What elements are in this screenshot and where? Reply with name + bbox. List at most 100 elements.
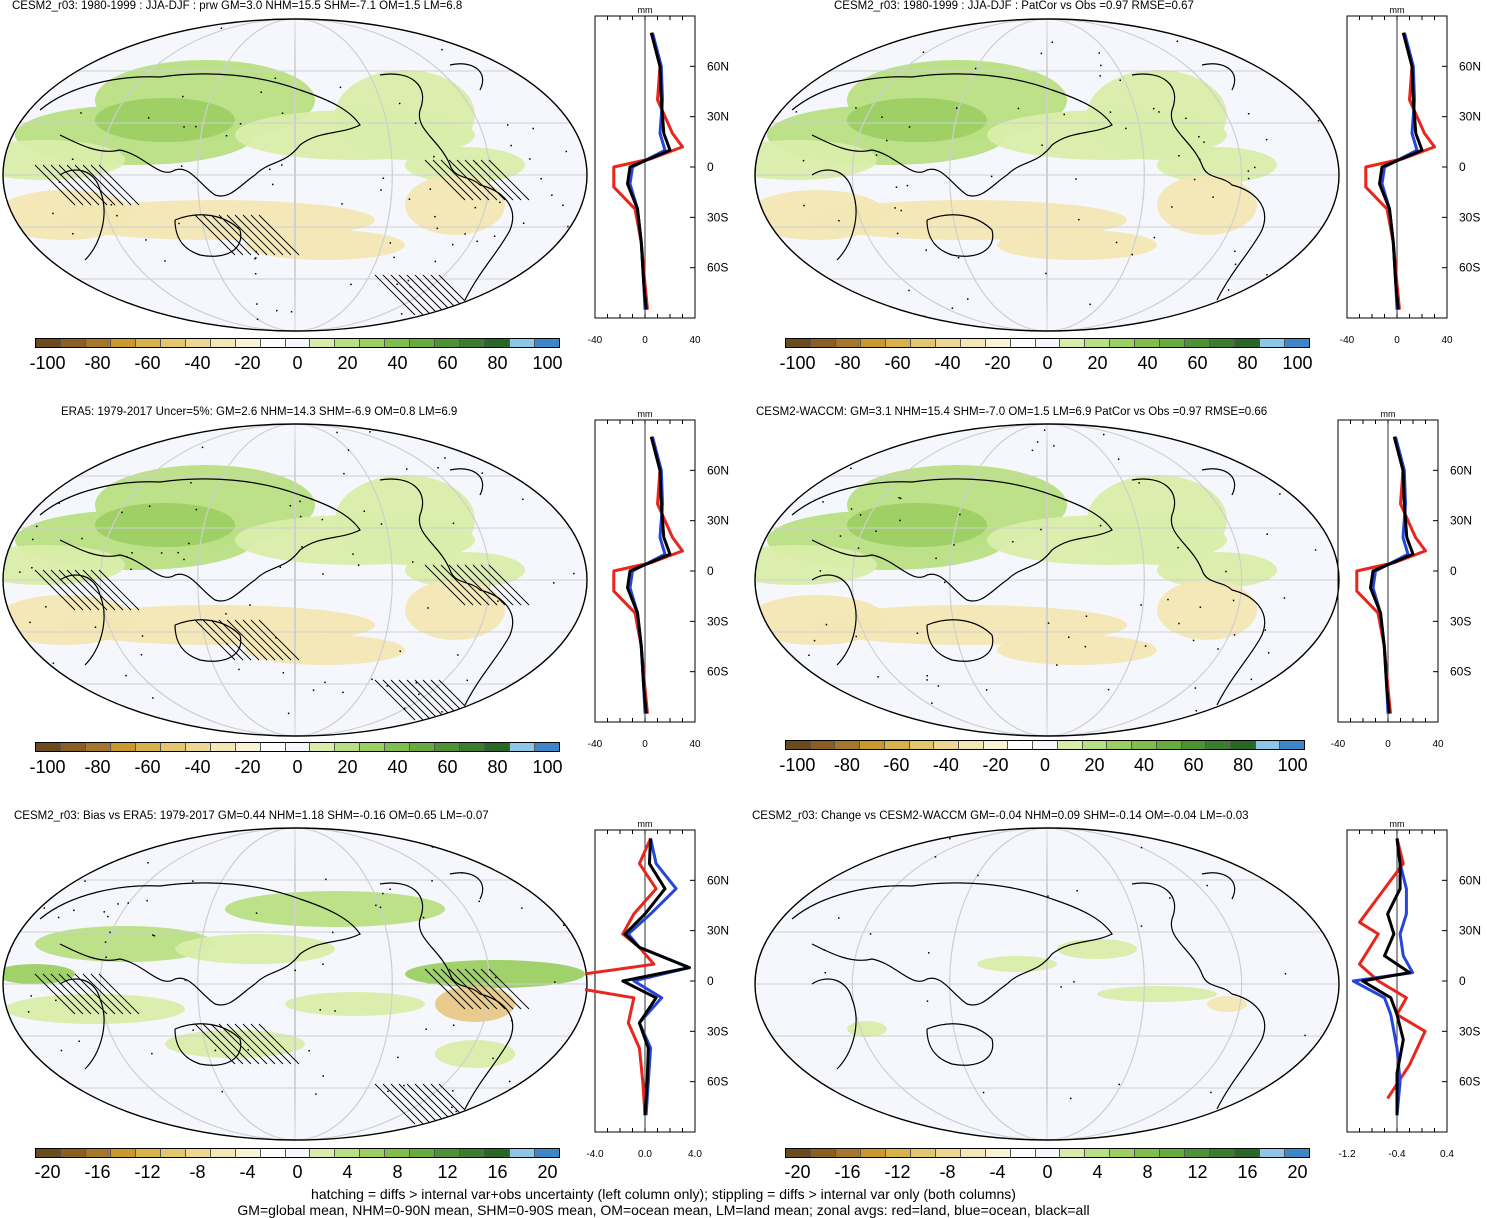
colorbar <box>35 742 560 752</box>
zonal-lat-label: 30S <box>707 1024 728 1038</box>
zonal-lat-label: 30S <box>1459 210 1480 224</box>
colorbar-swatch <box>211 339 236 347</box>
colorbar-swatch <box>1260 1149 1285 1157</box>
colorbar-swatch <box>1135 1149 1160 1157</box>
colorbar-swatch <box>861 339 886 347</box>
colorbar-swatch <box>136 1149 161 1157</box>
colorbar-label: 20 <box>337 353 357 374</box>
colorbar-label: -100 <box>29 757 65 778</box>
colorbar-swatch <box>961 339 986 347</box>
colorbar-label: 0 <box>1040 755 1050 776</box>
colorbar-swatch <box>236 743 261 751</box>
colorbar-swatch <box>1058 741 1083 749</box>
colorbar-swatch <box>286 743 311 751</box>
zonal-lat-label: 60N <box>1450 463 1472 477</box>
zonal-series-land <box>1360 838 1426 1098</box>
colorbar-swatch <box>910 741 935 749</box>
colorbar-swatch <box>261 339 286 347</box>
colorbar-swatch <box>1008 741 1033 749</box>
map-panel <box>752 420 1342 740</box>
zonal-x-tick: 0 <box>1385 739 1391 750</box>
colorbar-swatch <box>986 339 1011 347</box>
colorbar-label: -20 <box>234 757 260 778</box>
colorbar-label: 20 <box>1287 1162 1307 1183</box>
colorbar-label: 40 <box>1134 755 1154 776</box>
colorbar-swatch <box>236 1149 261 1157</box>
colorbar-label: 20 <box>537 1162 557 1183</box>
colorbar-label: -8 <box>939 1162 955 1183</box>
colorbar <box>785 338 1310 348</box>
colorbar-swatch <box>811 741 836 749</box>
colorbar-label: 0 <box>292 353 302 374</box>
colorbar-swatch <box>535 743 559 751</box>
colorbar-label: -4 <box>239 1162 255 1183</box>
zonal-unit-label: mm <box>638 409 653 419</box>
zonal-lat-label: 30S <box>707 614 728 628</box>
colorbar-label: 16 <box>1237 1162 1257 1183</box>
colorbar-label: -20 <box>984 353 1010 374</box>
colorbar-label: -40 <box>933 755 959 776</box>
colorbar-swatch <box>310 1149 335 1157</box>
zonal-x-tick: 0 <box>642 739 648 750</box>
colorbar <box>785 740 1305 750</box>
zonal-x-tick: -40 <box>1340 335 1355 346</box>
colorbar-swatch <box>1256 741 1281 749</box>
colorbar-label: 80 <box>487 757 507 778</box>
panel-title: CESM2_r03: 1980-1999 : JJA-DJF : PatCor … <box>834 0 1194 12</box>
colorbar-swatch <box>1160 1149 1185 1157</box>
colorbar-label: 8 <box>392 1162 402 1183</box>
colorbar-swatch <box>61 1149 86 1157</box>
zonal-lat-label: 30N <box>1459 924 1481 938</box>
colorbar-swatch <box>61 339 86 347</box>
zonal-x-tick: -4.0 <box>586 1149 604 1160</box>
colorbar-swatch <box>1185 339 1210 347</box>
colorbar-swatch <box>1060 1149 1085 1157</box>
zonal-lat-label: 60S <box>1459 261 1480 275</box>
colorbar-label: 8 <box>1142 1162 1152 1183</box>
colorbar-swatch <box>1285 339 1309 347</box>
colorbar-swatch <box>485 339 510 347</box>
colorbar-swatch <box>1157 741 1182 749</box>
zonal-lat-label: 60S <box>707 1075 728 1089</box>
colorbar <box>785 1148 1310 1158</box>
footer-note: GM=global mean, NHM=0-90N mean, SHM=0-90… <box>0 1202 1407 1218</box>
colorbar-swatch <box>1132 741 1157 749</box>
colorbar-label: 100 <box>532 353 562 374</box>
zonal-lat-label: 60N <box>1459 873 1481 887</box>
colorbar-swatch <box>961 1149 986 1157</box>
colorbar-swatch <box>460 339 485 347</box>
zonal-x-tick: 40 <box>1432 739 1444 750</box>
colorbar-swatch <box>410 339 435 347</box>
zonal-lat-label: 30N <box>707 514 729 528</box>
colorbar-swatch <box>410 743 435 751</box>
colorbar-swatch <box>286 339 311 347</box>
colorbar-swatch <box>310 339 335 347</box>
colorbar-label: 0 <box>1042 353 1052 374</box>
zonal-x-tick: -40 <box>588 739 603 750</box>
colorbar-swatch <box>1085 1149 1110 1157</box>
zonal-lat-label: 0 <box>1459 974 1466 988</box>
colorbar-swatch <box>385 339 410 347</box>
zonal-lat-label: 60N <box>707 59 729 73</box>
colorbar-swatch <box>161 339 186 347</box>
colorbar-swatch <box>786 741 811 749</box>
colorbar-swatch <box>360 339 385 347</box>
colorbar-swatch <box>535 339 559 347</box>
colorbar-swatch <box>1036 1149 1061 1157</box>
colorbar-label: -80 <box>84 353 110 374</box>
colorbar-swatch <box>911 1149 936 1157</box>
zonal-x-tick: 40 <box>689 335 701 346</box>
colorbar-label: 16 <box>487 1162 507 1183</box>
colorbar-swatch <box>1160 339 1185 347</box>
zonal-x-tick: 40 <box>689 739 701 750</box>
colorbar-label: -60 <box>883 755 909 776</box>
panel-title: CESM2_r03: 1980-1999 : JJA-DJF : prw GM=… <box>12 0 462 12</box>
colorbar <box>35 338 560 348</box>
colorbar-label: 40 <box>1137 353 1157 374</box>
colorbar-label: -40 <box>934 353 960 374</box>
colorbar-label: 80 <box>1237 353 1257 374</box>
zonal-unit-label: mm <box>1390 819 1405 829</box>
